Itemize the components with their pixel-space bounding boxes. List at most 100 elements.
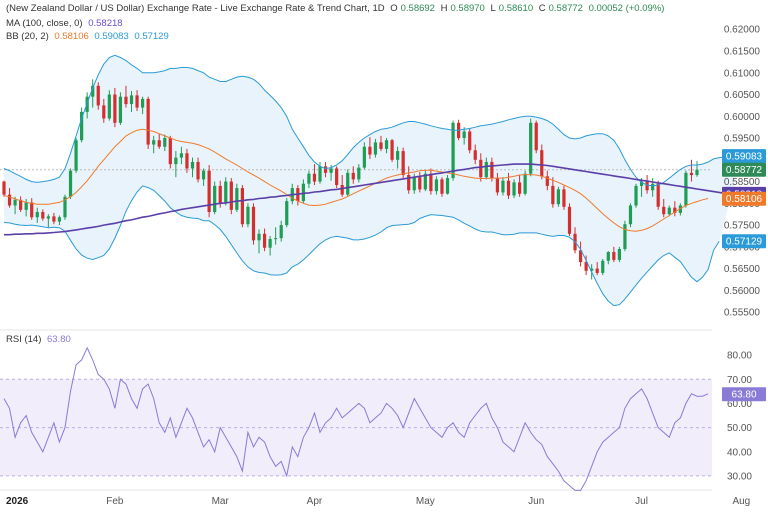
candle-body — [307, 173, 311, 184]
candle-body — [157, 140, 161, 147]
candle-body — [612, 252, 616, 260]
candle-body — [479, 159, 483, 178]
close-price-badge-text: 0.58772 — [726, 165, 763, 176]
candle-body — [357, 167, 361, 180]
candle-body — [501, 180, 505, 193]
price-tick-label: 0.61000 — [724, 68, 761, 79]
price-tick-label: 0.57500 — [724, 221, 761, 232]
rsi-panel — [0, 346, 712, 491]
candle-body — [567, 206, 572, 234]
candle-body — [107, 94, 111, 119]
candle-body — [551, 185, 555, 205]
candle-body — [423, 173, 427, 190]
high-value: 0.58970 — [450, 3, 485, 14]
candle-body — [174, 157, 178, 165]
bb-lower-value: 0.57129 — [134, 31, 169, 42]
ma-label: MA (100, close, 0) — [6, 18, 83, 29]
ma-value: 0.58218 — [88, 18, 123, 29]
change-value: 0.00052 (+0.09%) — [588, 3, 665, 14]
bb-lower-badge-text: 0.57129 — [726, 237, 763, 248]
candle-body — [512, 182, 516, 196]
bollinger-fill — [4, 55, 742, 306]
time-tick-label: Jun — [528, 496, 544, 507]
time-tick-label: May — [416, 496, 435, 507]
bb-lower-line — [3, 185, 720, 307]
candle-body — [7, 194, 12, 206]
candle-body — [301, 183, 305, 202]
ma-line — [4, 163, 736, 236]
rsi-legend[interactable]: RSI (14) 63.80 — [6, 334, 74, 345]
candle-body — [362, 146, 366, 168]
candle-body — [495, 178, 500, 193]
candle-body — [68, 170, 73, 197]
candle-body — [129, 95, 134, 105]
indicator-lines — [3, 54, 742, 307]
candle-body — [645, 181, 649, 191]
bb-upper-badge — [722, 149, 766, 164]
low-label: L — [490, 3, 496, 14]
time-tick-label: Jul — [635, 496, 648, 507]
candle-body — [584, 262, 588, 271]
price-tick-label: 0.56500 — [724, 264, 761, 275]
bb-middle-badge-text: 0.58106 — [726, 194, 763, 205]
time-tick-label: Aug — [732, 496, 750, 507]
close-value: 0.58772 — [548, 3, 583, 14]
bb-middle-line — [3, 128, 709, 232]
candle-body — [229, 181, 233, 210]
candle-body — [534, 122, 538, 151]
candle-body — [368, 146, 372, 155]
candle-body — [323, 166, 328, 173]
candle-body — [418, 177, 422, 190]
candle-body — [329, 168, 333, 173]
rsi-tick-label: 50.00 — [727, 423, 752, 434]
price-tick-label: 0.60000 — [724, 112, 761, 123]
candle-body — [401, 151, 405, 176]
candle-body — [590, 268, 594, 271]
candle-body — [24, 202, 28, 210]
price-tick-label: 0.59500 — [724, 134, 761, 145]
candle-body — [445, 178, 450, 194]
candle-body — [523, 173, 527, 194]
candle-body — [407, 175, 411, 191]
candle-body — [102, 105, 106, 119]
candle-body — [218, 185, 222, 204]
bb-lower-badge — [722, 234, 766, 249]
candle-body — [540, 150, 544, 177]
candle-body — [262, 233, 267, 248]
open-value: 0.58692 — [400, 3, 435, 14]
candle-body — [484, 161, 488, 178]
bb-legend[interactable]: BB (20, 2) 0.58106 0.59083 0.57129 — [6, 31, 172, 42]
candle-body — [46, 216, 50, 219]
rsi-tick-label: 60.00 — [727, 399, 752, 410]
ma-legend[interactable]: MA (100, close, 0) 0.58218 — [6, 18, 126, 29]
rsi-tick-label: 30.00 — [727, 471, 752, 482]
candle-body — [179, 153, 184, 158]
rsi-tick-label: 70.00 — [727, 375, 752, 386]
candle-body — [74, 140, 78, 171]
candle-body — [279, 225, 283, 239]
candle-body — [440, 179, 444, 194]
candle-body — [146, 98, 150, 145]
price-tick-label: 0.58500 — [724, 177, 761, 188]
rsi-legend-value: 63.80 — [47, 334, 71, 345]
candle-body — [390, 140, 394, 160]
time-tick-label: Feb — [106, 496, 124, 507]
candle-body — [678, 205, 682, 213]
candle-body — [606, 252, 610, 261]
candle-body — [80, 111, 84, 141]
candle-body — [595, 268, 599, 273]
candle-body — [19, 199, 23, 210]
candle-body — [346, 172, 350, 195]
candle-body — [257, 233, 261, 241]
candle-body — [35, 212, 39, 218]
candle-body — [163, 138, 167, 147]
candle-body — [490, 161, 494, 179]
candle-body — [451, 122, 455, 179]
candle-body — [152, 140, 156, 145]
candle-body — [673, 207, 677, 213]
bb-middle-badge — [722, 191, 766, 206]
rsi-tick-label: 40.00 — [727, 447, 752, 458]
close-label: C — [538, 3, 546, 14]
